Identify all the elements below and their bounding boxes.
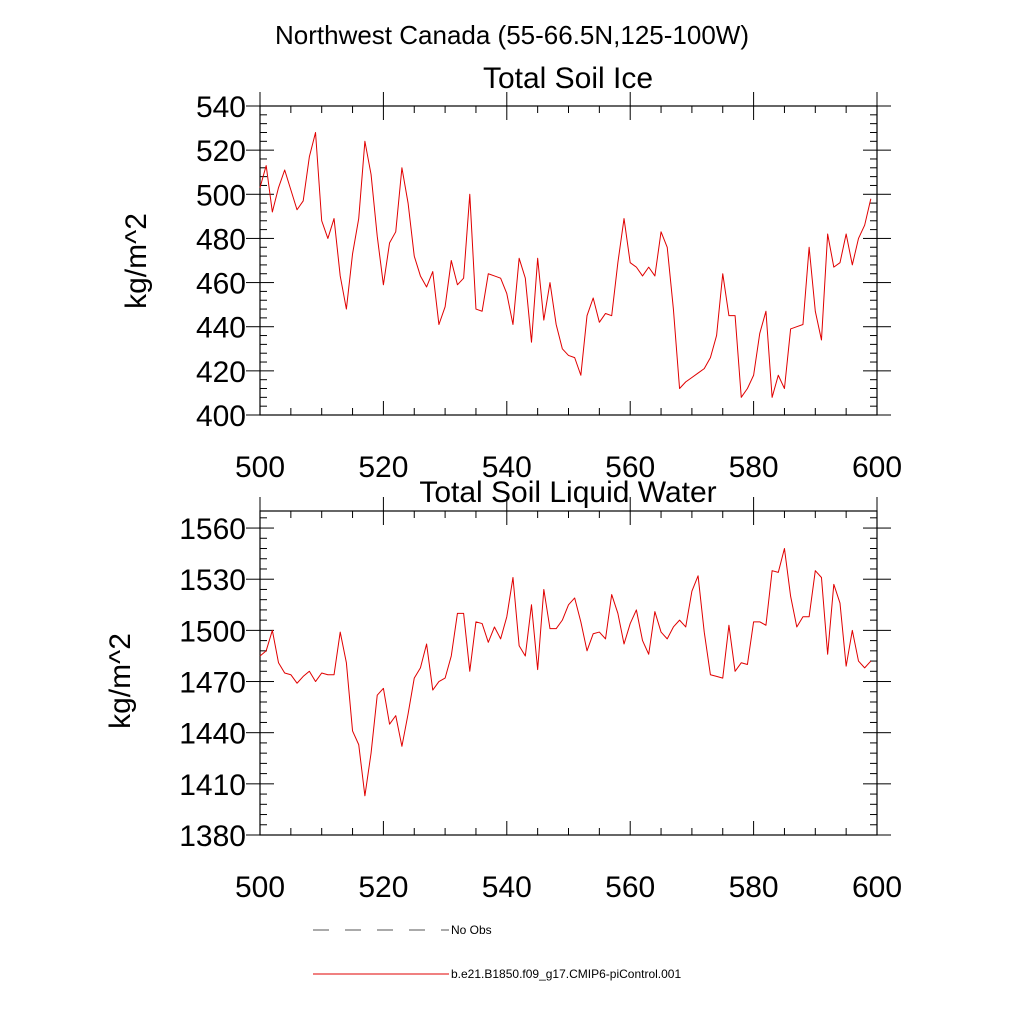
series-layer [259,548,872,797]
panel-title: Total Soil Liquid Water [419,476,716,509]
y-tick-label: 540 [196,91,246,124]
x-tick-label: 540 [482,871,532,904]
x-tick-label: 520 [358,451,408,484]
series-layer [259,131,872,398]
series-line [259,548,872,797]
legend-label: b.e21.B1850.f09_g17.CMIP6-piControl.001 [451,967,681,981]
y-tick-label: 1410 [179,769,246,802]
y-tick-label: 1380 [179,820,246,853]
x-axis-ticks: 500 520 540 560 580 600 [235,92,902,484]
y-tick-label: 480 [196,223,246,256]
x-tick-label: 560 [605,871,655,904]
y-tick-label: 1470 [179,667,246,700]
x-tick-label: 600 [852,451,902,484]
x-tick-label: 580 [729,871,779,904]
legend-label: No Obs [451,923,492,937]
y-axis-ticks: 1380 1410 1440 1470 1500 1530 1560 [179,513,891,853]
x-tick-label: 540 [482,451,532,484]
x-tick-label: 580 [729,451,779,484]
series-line [259,131,872,398]
x-tick-label: 500 [235,451,285,484]
y-axis-ticks: 400 420 440 460 480 500 520 540 [196,91,891,433]
y-tick-label: 1500 [179,615,246,648]
y-axis-label: kg/m^2 [120,213,153,309]
x-tick-label: 600 [852,871,902,904]
y-tick-label: 500 [196,179,246,212]
y-axis-label: kg/m^2 [104,633,137,729]
panel-total-soil-ice: Total Soil Ice kg/m^2 500 520 540 560 580 600… [120,62,902,484]
legend: No Obs b.e21.B1850.f09_g17.CMIP6-piContr… [313,923,681,981]
y-tick-label: 520 [196,135,246,168]
x-tick-label: 520 [358,871,408,904]
y-tick-label: 1560 [179,513,246,546]
y-tick-label: 1440 [179,718,246,751]
y-tick-label: 440 [196,312,246,345]
panel-title: Total Soil Ice [483,62,653,95]
legend-entry-model: b.e21.B1850.f09_g17.CMIP6-piControl.001 [313,967,681,981]
x-tick-label: 500 [235,871,285,904]
plot-frame [259,105,878,416]
y-tick-label: 400 [196,400,246,433]
y-tick-label: 420 [196,356,246,389]
y-tick-label: 1530 [179,564,246,597]
panel-total-soil-liquid-water: Total Soil Liquid Water kg/m^2 500 520 540… [104,476,902,904]
plot-frame [259,510,878,836]
legend-entry-no-obs: No Obs [313,923,492,937]
x-axis-ticks: 500 520 540 560 580 600 [235,497,902,904]
x-tick-label: 560 [605,451,655,484]
y-tick-label: 460 [196,268,246,301]
figure-title: Northwest Canada (55-66.5N,125-100W) [275,20,749,50]
